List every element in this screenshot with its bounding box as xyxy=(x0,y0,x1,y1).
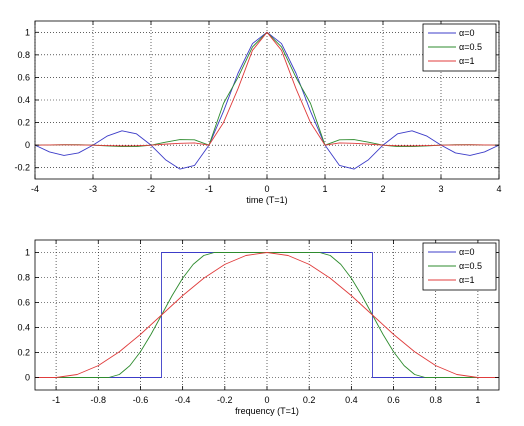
legend-label: α=0 xyxy=(459,247,474,257)
y-tick-label: 1 xyxy=(25,27,30,37)
x-tick-label: 4 xyxy=(496,184,501,194)
y-tick-label: -0.2 xyxy=(14,163,30,173)
x-tick-label: 0 xyxy=(264,184,269,194)
y-tick-label: 0.8 xyxy=(17,273,30,283)
x-tick-label: -0.2 xyxy=(217,395,233,405)
x-tick-label: 2 xyxy=(380,184,385,194)
x-axis-label: time (T=1) xyxy=(246,195,287,205)
legend-label: α=0 xyxy=(459,28,474,38)
x-tick-label: 0 xyxy=(264,395,269,405)
time-domain-plot: -4 -3 -2 -1 0 1 2 3 4 -0.2 0 0.2 0.4 0.6 0.8 1 time (T=1… xyxy=(14,20,502,205)
y-tick-label: 0.6 xyxy=(17,298,30,308)
y-tick-label: 1 xyxy=(25,248,30,258)
legend-label: α=0.5 xyxy=(459,261,482,271)
y-tick-label: 0 xyxy=(25,373,30,383)
legend: α=0 α=0.5 α=1 xyxy=(422,242,497,291)
y-tick-label: 0.4 xyxy=(17,323,30,333)
x-tick-label: -0.8 xyxy=(91,395,107,405)
legend-label: α=0.5 xyxy=(459,42,482,52)
y-tick-label: 0.8 xyxy=(17,50,30,60)
legend-label: α=1 xyxy=(459,56,474,66)
y-tick-label: 0.2 xyxy=(17,348,30,358)
x-axis-label: frequency (T=1) xyxy=(235,406,299,416)
x-tick-label: 0.4 xyxy=(345,395,358,405)
series-line xyxy=(35,252,499,378)
x-tick-label: 3 xyxy=(438,184,443,194)
x-tick-label: 1 xyxy=(475,395,480,405)
y-tick-label: 0.4 xyxy=(17,95,30,105)
x-tick-label: 0.2 xyxy=(303,395,316,405)
x-tick-label: -0.6 xyxy=(133,395,149,405)
x-tick-label: 0.6 xyxy=(387,395,400,405)
x-tick-label: 0.8 xyxy=(429,395,442,405)
legend: α=0 α=0.5 α=1 xyxy=(422,23,497,72)
x-tick-label: 1 xyxy=(322,184,327,194)
y-tick-label: 0.2 xyxy=(17,118,30,128)
x-tick-label: -1 xyxy=(52,395,60,405)
y-tick-label: 0.6 xyxy=(17,72,30,82)
frequency-domain-plot: -1 -0.8 -0.6 -0.4 -0.2 0 0.2 0.4 0.6 0.8 1 0 0.2 0.4 0… xyxy=(17,239,500,416)
x-tick-label: -4 xyxy=(31,184,39,194)
x-tick-label: -3 xyxy=(89,184,97,194)
y-tick-label: 0 xyxy=(25,140,30,150)
x-tick-label: -0.4 xyxy=(175,395,191,405)
series-line xyxy=(34,31,500,147)
x-tick-label: -2 xyxy=(147,184,155,194)
legend-label: α=1 xyxy=(459,275,474,285)
x-tick-label: -1 xyxy=(205,184,213,194)
